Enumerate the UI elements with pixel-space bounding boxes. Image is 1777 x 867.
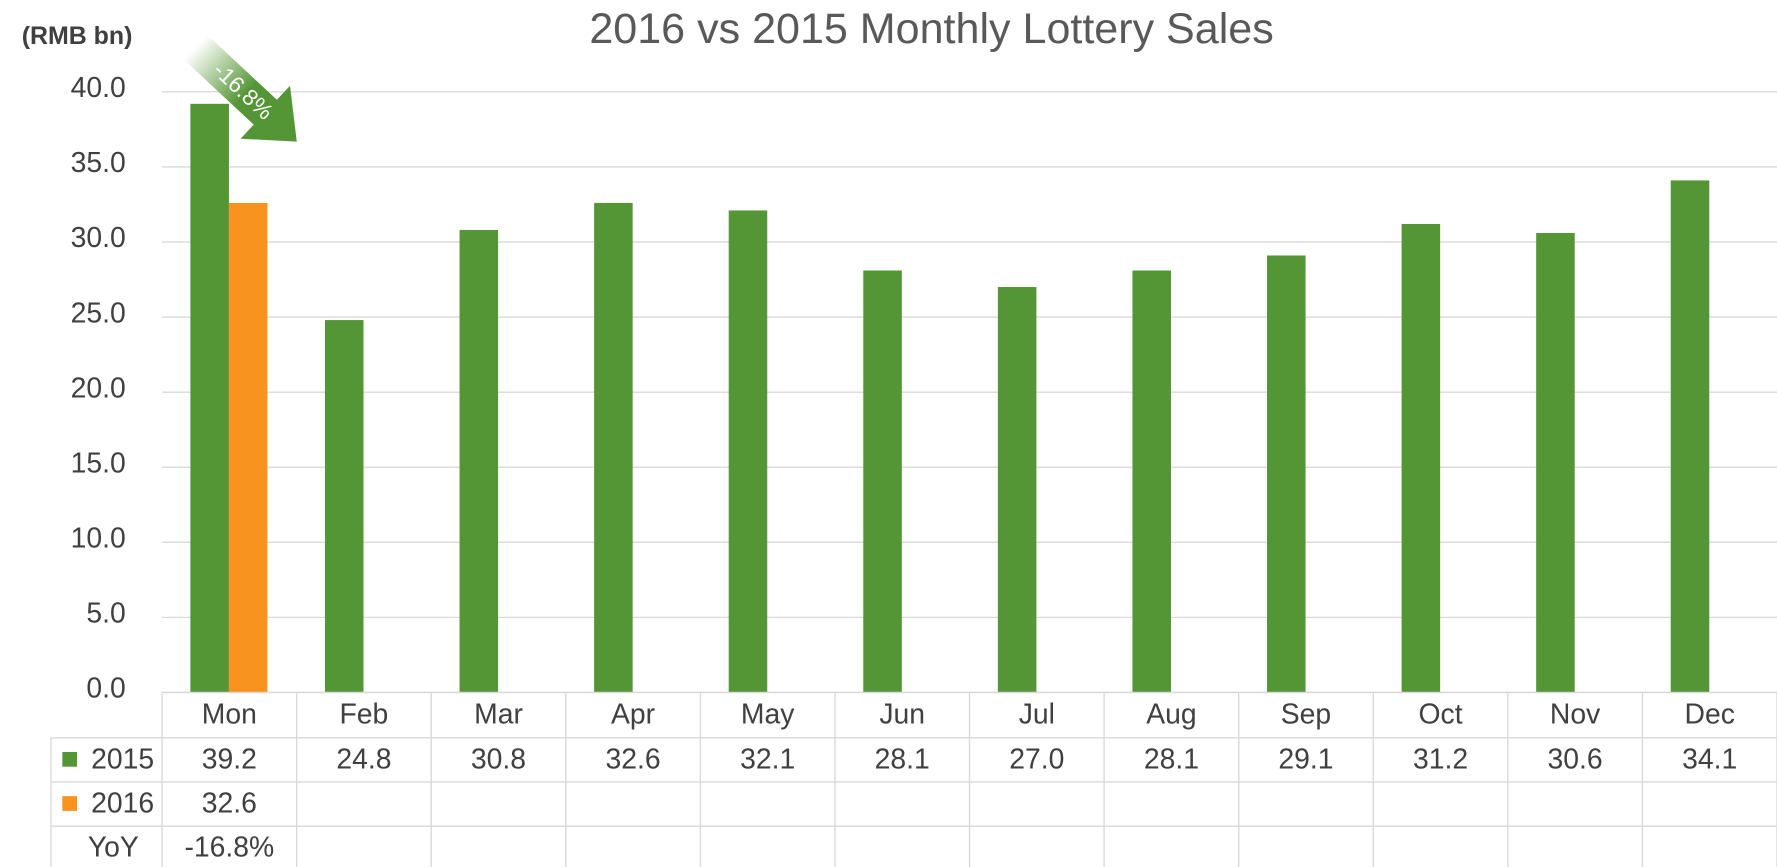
y-tick-label: 0.0 bbox=[86, 673, 125, 705]
y-tick-label: 20.0 bbox=[71, 372, 126, 404]
bar bbox=[324, 320, 364, 693]
y-tick-label: 25.0 bbox=[71, 297, 126, 329]
bar bbox=[728, 210, 768, 693]
y-tick-label: 30.0 bbox=[71, 222, 126, 254]
y-axis-label: (RMB bn) bbox=[22, 22, 133, 50]
x-tick-label: Feb bbox=[340, 699, 389, 731]
table-value: 27.0 bbox=[1009, 744, 1064, 776]
table-value: 30.6 bbox=[1548, 744, 1603, 776]
legend-swatch bbox=[62, 796, 78, 811]
table-value: 32.6 bbox=[606, 744, 661, 776]
x-tick-label: Sep bbox=[1281, 699, 1331, 731]
legend-label: 2015 bbox=[91, 744, 154, 776]
y-tick-label: 35.0 bbox=[71, 147, 126, 179]
table-value: 34.1 bbox=[1682, 744, 1737, 776]
x-tick-label: Apr bbox=[611, 699, 655, 731]
bar bbox=[1670, 180, 1710, 693]
bar bbox=[190, 103, 229, 693]
y-tick-label: 15.0 bbox=[71, 447, 126, 479]
table-value: 28.1 bbox=[1144, 744, 1199, 776]
y-tick-label: 40.0 bbox=[71, 72, 126, 104]
table-value: 39.2 bbox=[202, 744, 257, 776]
x-tick-label: Oct bbox=[1419, 699, 1463, 731]
x-tick-label: Nov bbox=[1550, 699, 1601, 731]
x-tick-label: Mar bbox=[474, 699, 523, 731]
x-tick-label: Dec bbox=[1685, 699, 1735, 731]
table-value: 32.6 bbox=[202, 788, 257, 820]
table-value: 32.1 bbox=[740, 744, 795, 776]
table-value: 24.8 bbox=[336, 744, 391, 776]
x-tick-label: Mon bbox=[202, 699, 257, 731]
bar bbox=[594, 202, 633, 693]
table-value: 29.1 bbox=[1278, 744, 1333, 776]
x-tick-label: May bbox=[741, 699, 795, 731]
x-tick-label: Aug bbox=[1146, 699, 1196, 731]
bar bbox=[997, 287, 1037, 693]
arrow-shape bbox=[184, 34, 297, 142]
bar bbox=[1132, 270, 1171, 693]
table-value: 31.2 bbox=[1413, 744, 1468, 776]
table-value: -16.8% bbox=[184, 831, 274, 863]
bar bbox=[1536, 232, 1575, 693]
bar bbox=[1267, 255, 1306, 693]
legend-label: 2016 bbox=[91, 788, 154, 820]
bar bbox=[1401, 223, 1441, 693]
table-value: 30.8 bbox=[471, 744, 526, 776]
bar bbox=[228, 202, 268, 693]
bar bbox=[459, 229, 499, 693]
table-value: 28.1 bbox=[875, 744, 930, 776]
x-tick-label: Jun bbox=[879, 699, 925, 731]
legend-swatch bbox=[62, 751, 78, 767]
row-label: YoY bbox=[88, 831, 139, 863]
y-tick-label: 5.0 bbox=[86, 598, 125, 630]
bar bbox=[863, 270, 902, 693]
x-tick-label: Jul bbox=[1019, 699, 1055, 731]
chart-title: 2016 vs 2015 Monthly Lottery Sales bbox=[589, 5, 1273, 53]
y-tick-label: 10.0 bbox=[71, 523, 126, 555]
